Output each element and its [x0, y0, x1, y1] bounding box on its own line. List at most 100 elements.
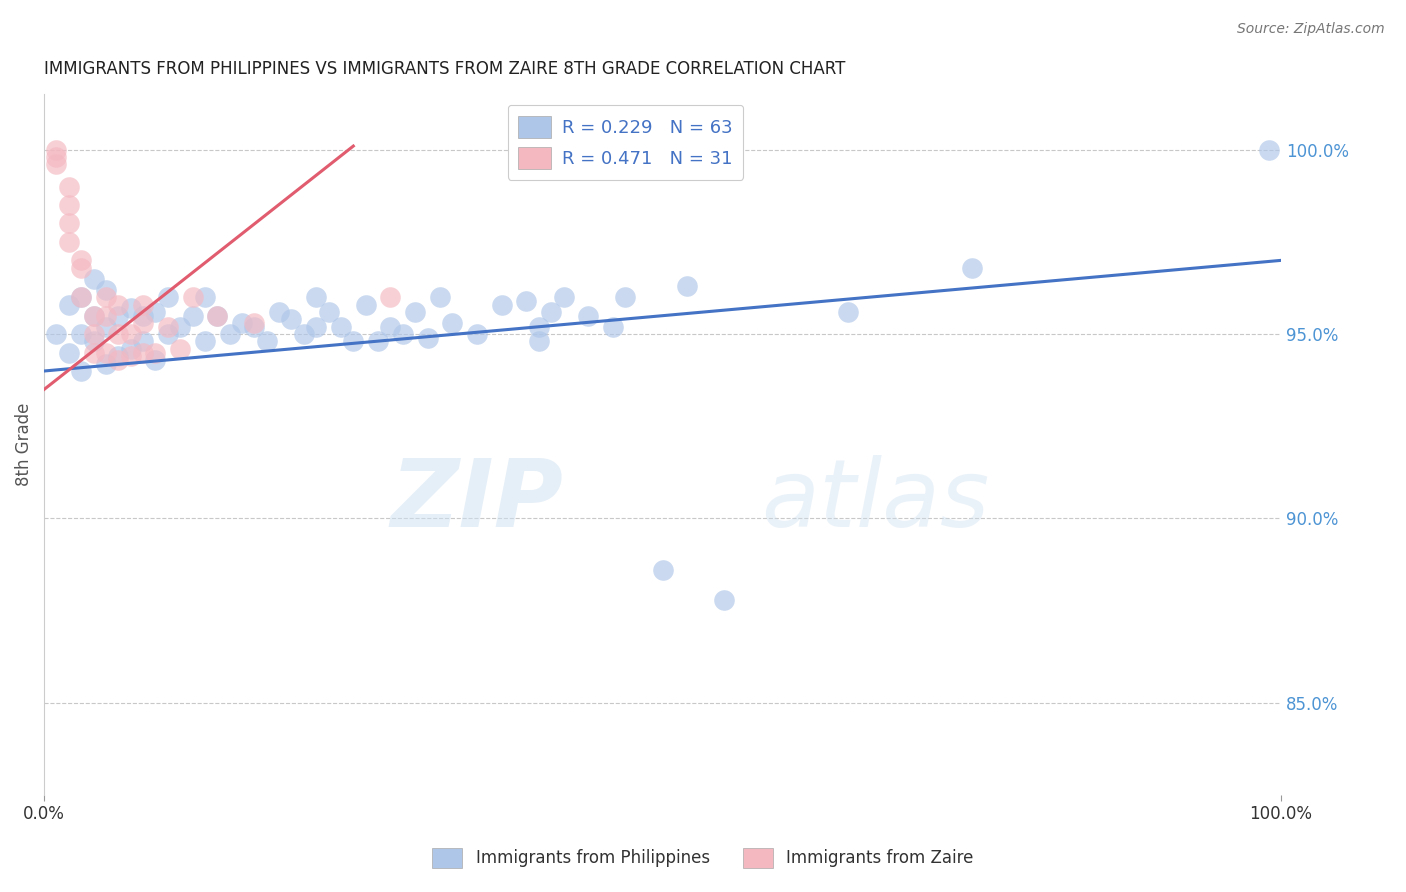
Point [120, 301, 142, 316]
Point [94, 290, 117, 304]
Point [515, 293, 537, 308]
Point [132, 345, 155, 359]
Point [83, 272, 105, 286]
Point [94, 283, 117, 297]
Point [94, 357, 117, 371]
Point [156, 319, 179, 334]
Point [45, 150, 67, 164]
Text: atlas: atlas [762, 455, 990, 546]
Point [676, 279, 699, 293]
Point [169, 342, 191, 356]
Point [132, 334, 155, 349]
Point [132, 298, 155, 312]
Point [70, 260, 93, 275]
Point [292, 327, 315, 342]
Legend: R = 0.229   N = 63, R = 0.471   N = 31: R = 0.229 N = 63, R = 0.471 N = 31 [508, 105, 744, 179]
Point [207, 309, 229, 323]
Point [83, 309, 105, 323]
Point [651, 563, 673, 577]
Point [181, 290, 204, 304]
Point [120, 327, 142, 342]
Point [58, 345, 80, 359]
Point [107, 353, 129, 368]
Point [45, 157, 67, 171]
Point [465, 327, 488, 342]
Point [553, 290, 575, 304]
Point [94, 309, 117, 323]
Point [218, 327, 240, 342]
Point [269, 305, 291, 319]
Point [380, 319, 402, 334]
Point [120, 349, 142, 363]
Point [194, 334, 217, 349]
Y-axis label: 8th Grade: 8th Grade [15, 403, 32, 486]
Point [576, 309, 599, 323]
Point [70, 290, 93, 304]
Point [132, 316, 155, 330]
Point [243, 319, 266, 334]
Text: Source: ZipAtlas.com: Source: ZipAtlas.com [1237, 22, 1385, 37]
Point [404, 305, 426, 319]
Point [70, 364, 93, 378]
Point [156, 290, 179, 304]
Point [527, 319, 550, 334]
Point [527, 334, 550, 349]
Point [194, 290, 217, 304]
Point [120, 342, 142, 356]
Point [58, 198, 80, 212]
Point [280, 312, 302, 326]
Point [329, 319, 352, 334]
Point [83, 345, 105, 359]
Point [1257, 143, 1279, 157]
Point [58, 179, 80, 194]
Point [380, 290, 402, 304]
Point [58, 217, 80, 231]
Point [83, 334, 105, 349]
Point [107, 309, 129, 323]
Point [58, 298, 80, 312]
Point [207, 309, 229, 323]
Point [491, 298, 513, 312]
Point [107, 327, 129, 342]
Point [145, 353, 167, 368]
Point [70, 290, 93, 304]
Point [354, 298, 377, 312]
Point [391, 327, 413, 342]
Point [305, 319, 328, 334]
Point [45, 327, 67, 342]
Point [367, 334, 389, 349]
Point [145, 305, 167, 319]
Point [181, 309, 204, 323]
Point [416, 331, 439, 345]
Point [602, 319, 624, 334]
Point [70, 253, 93, 268]
Point [58, 235, 80, 249]
Point [132, 309, 155, 323]
Point [231, 316, 253, 330]
Point [70, 327, 93, 342]
Point [441, 316, 464, 330]
Point [83, 309, 105, 323]
Point [305, 290, 328, 304]
Point [256, 334, 278, 349]
Point [318, 305, 340, 319]
Point [169, 319, 191, 334]
Point [156, 327, 179, 342]
Point [94, 319, 117, 334]
Point [243, 316, 266, 330]
Point [837, 305, 859, 319]
Point [145, 345, 167, 359]
Point [713, 592, 735, 607]
Point [94, 345, 117, 359]
Point [429, 290, 451, 304]
Point [960, 260, 983, 275]
Point [614, 290, 637, 304]
Point [107, 298, 129, 312]
Point [540, 305, 562, 319]
Legend: Immigrants from Philippines, Immigrants from Zaire: Immigrants from Philippines, Immigrants … [426, 841, 980, 875]
Point [342, 334, 364, 349]
Text: ZIP: ZIP [391, 455, 564, 547]
Point [83, 327, 105, 342]
Point [107, 349, 129, 363]
Point [45, 143, 67, 157]
